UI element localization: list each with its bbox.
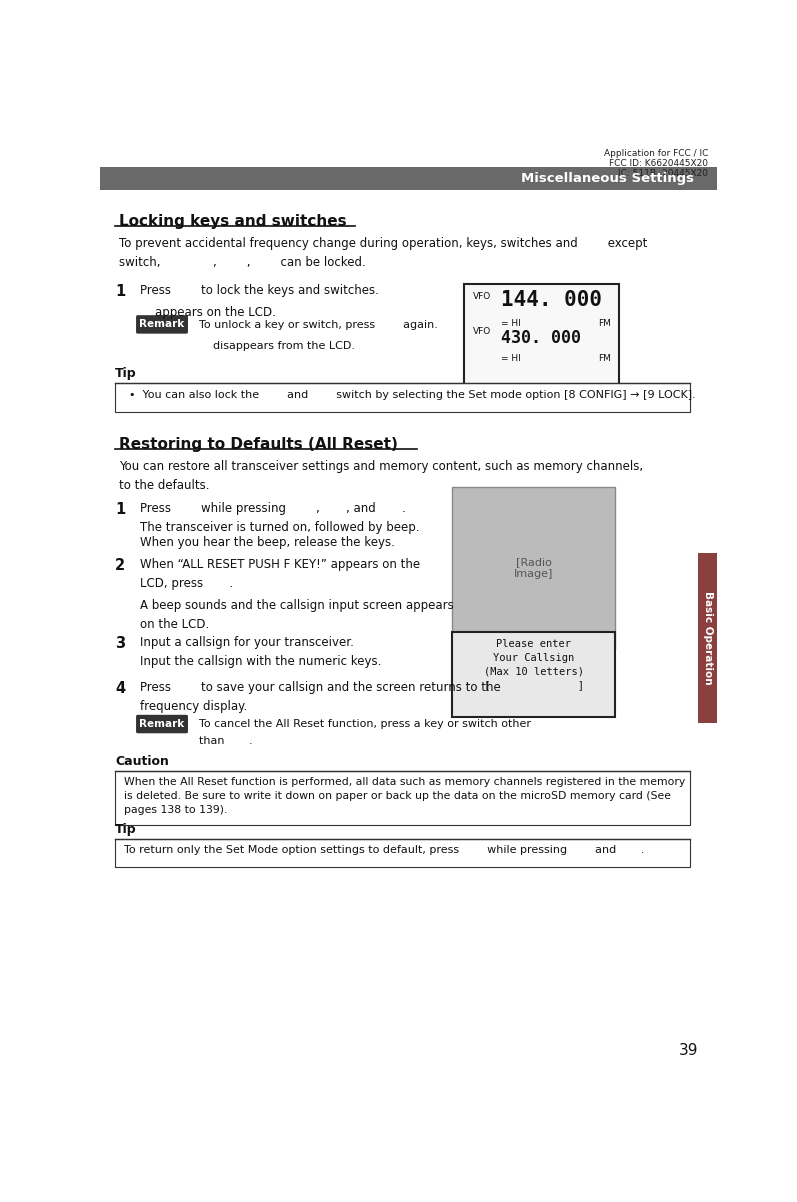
Text: than       .: than . — [198, 736, 253, 746]
Text: disappears from the LCD.: disappears from the LCD. — [198, 341, 355, 351]
Text: You can restore all transceiver settings and memory content, such as memory chan: You can restore all transceiver settings… — [119, 460, 643, 492]
FancyBboxPatch shape — [136, 715, 188, 733]
Text: When the All Reset function is performed, all data such as memory channels regis: When the All Reset function is performed… — [124, 778, 685, 815]
Text: = HI: = HI — [501, 319, 520, 328]
Bar — [100, 167, 717, 190]
Text: 144. 000: 144. 000 — [501, 290, 602, 310]
Text: To cancel the All Reset function, press a key or switch other: To cancel the All Reset function, press … — [198, 719, 531, 730]
Text: Press        to lock the keys and switches.: Press to lock the keys and switches. — [140, 285, 379, 297]
Bar — [464, 285, 619, 392]
Text: Press        to save your callsign and the screen returns to the
frequency displ: Press to save your callsign and the scre… — [140, 680, 501, 713]
Text: Input a callsign for your transceiver.
Input the callsign with the numeric keys.: Input a callsign for your transceiver. I… — [140, 636, 381, 668]
Text: 39: 39 — [678, 1043, 698, 1058]
Text: VFO: VFO — [473, 327, 492, 335]
Text: 4: 4 — [115, 680, 125, 696]
FancyBboxPatch shape — [136, 315, 188, 334]
Text: Remark: Remark — [139, 320, 184, 329]
Text: 1: 1 — [115, 502, 125, 517]
Text: Press        while pressing        ,       , and       .: Press while pressing , , and . — [140, 502, 406, 516]
Text: FCC ID: K6620445X20: FCC ID: K6620445X20 — [609, 159, 708, 168]
Text: = HI: = HI — [501, 353, 520, 363]
Text: To return only the Set Mode option settings to default, press        while press: To return only the Set Mode option setti… — [124, 845, 645, 855]
Text: Restoring to Defaults (All Reset): Restoring to Defaults (All Reset) — [119, 436, 398, 452]
Text: A beep sounds and the callsign input screen appears
on the LCD.: A beep sounds and the callsign input scr… — [140, 600, 453, 631]
Bar — [698, 553, 717, 722]
Text: 430. 000: 430. 000 — [501, 329, 581, 347]
Text: Tip: Tip — [115, 822, 137, 835]
Bar — [115, 839, 690, 867]
Text: When you hear the beep, release the keys.: When you hear the beep, release the keys… — [140, 536, 395, 549]
Text: Application for FCC / IC: Application for FCC / IC — [603, 149, 708, 157]
Bar — [115, 770, 690, 825]
Text: 1: 1 — [115, 285, 125, 299]
Text: Remark: Remark — [139, 719, 184, 730]
Bar — [452, 632, 615, 718]
Text: [Radio
Image]: [Radio Image] — [514, 557, 553, 578]
Text: VFO: VFO — [473, 292, 492, 300]
Text: The transceiver is turned on, followed by beep.: The transceiver is turned on, followed b… — [140, 520, 419, 534]
Text: When “ALL RESET PUSH F KEY!” appears on the
LCD, press       .: When “ALL RESET PUSH F KEY!” appears on … — [140, 558, 420, 590]
Text: Tip: Tip — [115, 367, 137, 380]
Text: Caution: Caution — [115, 755, 169, 768]
Text: •  You can also lock the        and        switch by selecting the Set mode opti: • You can also lock the and switch by se… — [129, 389, 696, 400]
Text: Locking keys and switches: Locking keys and switches — [119, 214, 347, 228]
Text: 2: 2 — [115, 558, 125, 572]
Text: Miscellaneous Settings: Miscellaneous Settings — [521, 172, 694, 185]
Text: IC: 511B- 20445X20: IC: 511B- 20445X20 — [618, 168, 708, 178]
Text: FM: FM — [599, 319, 611, 328]
Text: Please enter
Your Callsign
(Max 10 letters)
[              ]: Please enter Your Callsign (Max 10 lette… — [484, 638, 583, 691]
Bar — [115, 383, 690, 412]
Text: To unlock a key or switch, press        again.: To unlock a key or switch, press again. — [198, 320, 438, 331]
Text: FM: FM — [599, 353, 611, 363]
Text: 3: 3 — [115, 636, 125, 651]
Text: To prevent accidental frequency change during operation, keys, switches and     : To prevent accidental frequency change d… — [119, 237, 647, 268]
Bar — [452, 487, 615, 649]
Text: Basic Operation: Basic Operation — [703, 591, 713, 685]
Text: appears on the LCD.: appears on the LCD. — [140, 307, 276, 319]
